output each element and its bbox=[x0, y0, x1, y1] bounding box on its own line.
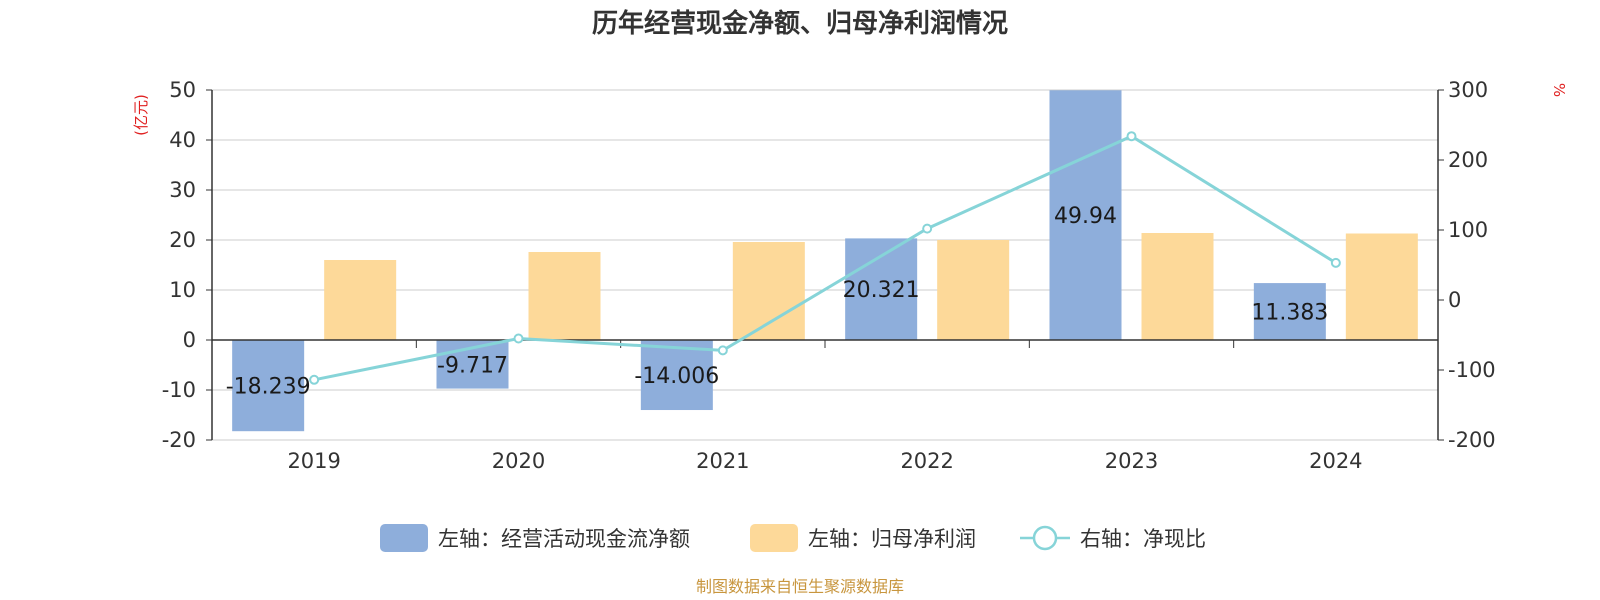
right-tick-label: 200 bbox=[1448, 148, 1488, 172]
legend-swatch-ratio-marker bbox=[1032, 525, 1058, 551]
ratio-point bbox=[309, 374, 320, 385]
right-tick-label: -200 bbox=[1448, 428, 1496, 452]
left-tick-label: 0 bbox=[183, 328, 196, 352]
ratio-line bbox=[309, 131, 1341, 385]
left-tick-label: 50 bbox=[169, 78, 196, 102]
left-tick-label: 20 bbox=[169, 228, 196, 252]
ratio-line-path bbox=[313, 134, 1337, 382]
left-axis-unit: (亿元) bbox=[132, 94, 150, 136]
left-tick-label: 10 bbox=[169, 278, 196, 302]
cashflow-bar bbox=[640, 340, 713, 411]
cashflow-value-label: 20.321 bbox=[843, 278, 920, 303]
ratio-point bbox=[717, 345, 728, 356]
ratio-point bbox=[513, 333, 524, 344]
ratio-point bbox=[1126, 131, 1137, 142]
x-tick-label: 2024 bbox=[1309, 449, 1362, 473]
x-tick-label: 2019 bbox=[287, 449, 340, 473]
legend-swatch-net-profit bbox=[750, 524, 798, 552]
bars bbox=[232, 90, 1418, 432]
legend-label-net-profit: 左轴：归母净利润 bbox=[808, 527, 976, 551]
cashflow-bar bbox=[232, 340, 305, 432]
chart-title: 历年经营现金净额、归母净利润情况 bbox=[592, 8, 1008, 39]
ratio-point bbox=[922, 223, 933, 234]
cashflow-bar bbox=[1253, 283, 1326, 340]
legend-label-cashflow: 左轴：经营活动现金流净额 bbox=[438, 527, 690, 551]
left-tick-label: 40 bbox=[169, 128, 196, 152]
x-tick-label: 2020 bbox=[492, 449, 545, 473]
x-tick-label: 2022 bbox=[900, 449, 953, 473]
cashflow-value-label: 49.94 bbox=[1054, 204, 1117, 229]
right-tick-label: 100 bbox=[1448, 218, 1488, 242]
data-labels: -18.239 -9.717 -14.006 20.321 49.94 11.383 bbox=[226, 204, 1329, 399]
net-profit-bar bbox=[1345, 233, 1418, 340]
left-tick-label: -10 bbox=[162, 378, 196, 402]
left-tick-label: -20 bbox=[162, 428, 196, 452]
right-tick-label: 300 bbox=[1448, 78, 1488, 102]
left-tick-label: 30 bbox=[169, 178, 196, 202]
right-axis-unit: % bbox=[1550, 83, 1568, 97]
right-tick-label: 0 bbox=[1448, 288, 1461, 312]
net-profit-bar bbox=[528, 252, 601, 340]
x-tick-label: 2021 bbox=[696, 449, 749, 473]
net-profit-bar bbox=[1141, 233, 1214, 340]
x-tick-label: 2023 bbox=[1105, 449, 1158, 473]
cashflow-value-label: 11.383 bbox=[1251, 301, 1328, 326]
net-profit-bar bbox=[937, 240, 1010, 340]
legend-swatch-cashflow bbox=[380, 524, 428, 552]
cashflow-value-label: -18.239 bbox=[226, 375, 311, 400]
cashflow-value-label: -9.717 bbox=[437, 353, 508, 378]
cashflow-value-label: -14.006 bbox=[634, 364, 719, 389]
right-tick-label: -100 bbox=[1448, 358, 1496, 382]
source-note: 制图数据来自恒生聚源数据库 bbox=[696, 577, 904, 596]
cashflow-bar bbox=[1049, 90, 1122, 340]
ratio-point bbox=[1330, 257, 1341, 268]
net-profit-bar bbox=[324, 260, 397, 340]
legend-label-ratio: 右轴：净现比 bbox=[1080, 527, 1206, 551]
legend: 左轴：经营活动现金流净额 左轴：归母净利润 右轴：净现比 bbox=[380, 524, 1206, 552]
net-profit-bar bbox=[732, 242, 805, 340]
